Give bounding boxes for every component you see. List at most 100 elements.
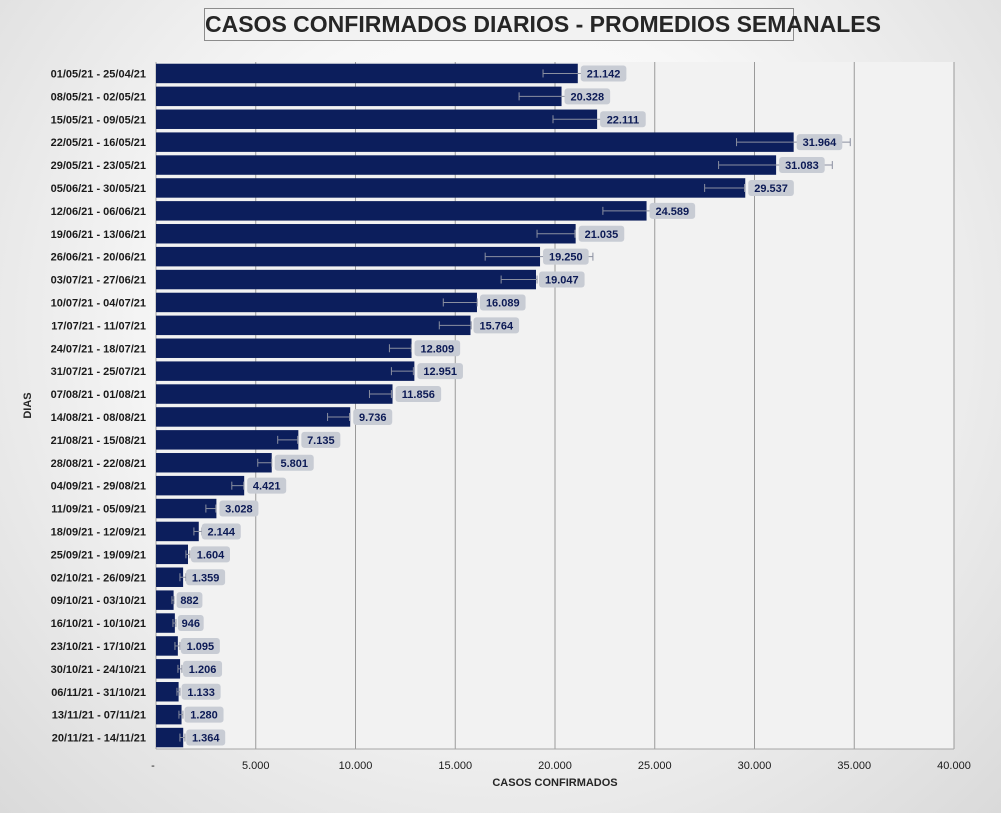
category-label: 30/10/21 - 24/10/21 xyxy=(51,664,146,676)
bar-21 xyxy=(156,544,188,565)
category-label: 07/08/21 - 01/08/21 xyxy=(51,389,146,401)
data-label: 1.206 xyxy=(189,664,217,676)
data-label-box xyxy=(417,363,463,380)
data-label: 12.809 xyxy=(421,343,455,355)
x-tick-label: 20.000 xyxy=(538,760,572,772)
data-label-box xyxy=(184,706,224,723)
data-label-box xyxy=(219,500,259,517)
data-label: 20.328 xyxy=(571,91,605,103)
x-tick-label: 15.000 xyxy=(438,760,472,772)
data-label: 5.801 xyxy=(280,458,308,470)
category-label: 26/06/21 - 20/06/21 xyxy=(51,252,146,264)
data-label-box xyxy=(748,179,794,196)
data-label: 21.035 xyxy=(585,229,619,241)
category-label: 15/05/21 - 09/05/21 xyxy=(51,114,146,126)
data-label: 1.095 xyxy=(187,641,215,653)
chart-title: CASOS CONFIRMADOS DIARIOS - PROMEDIOS SE… xyxy=(204,8,881,41)
data-label-box xyxy=(414,340,461,357)
data-label: 31.083 xyxy=(785,160,819,172)
data-label-box xyxy=(181,683,221,700)
category-label: 16/10/21 - 10/10/21 xyxy=(51,618,146,630)
bar-12 xyxy=(156,338,412,358)
x-axis-title: CASOS CONFIRMADOS xyxy=(492,777,617,789)
bar-18 xyxy=(156,475,245,496)
category-label: 01/05/21 - 25/04/21 xyxy=(51,68,146,80)
bar-15 xyxy=(156,407,351,427)
data-label-box xyxy=(186,729,226,746)
bar-20 xyxy=(156,521,199,542)
data-label-box xyxy=(649,202,696,219)
x-tick-label: 35.000 xyxy=(837,760,871,772)
bar-28 xyxy=(156,704,182,725)
data-label-box xyxy=(796,134,843,151)
x-tick-label: 40.000 xyxy=(937,760,971,772)
data-label: 19.250 xyxy=(549,252,583,264)
data-label: 12.951 xyxy=(423,366,457,378)
category-label: 21/08/21 - 15/08/21 xyxy=(51,435,146,447)
bar-13 xyxy=(156,361,415,381)
data-label: 15.764 xyxy=(479,320,514,332)
category-label: 19/06/21 - 13/06/21 xyxy=(51,229,146,241)
data-label-box xyxy=(580,65,627,82)
data-label: 1.133 xyxy=(187,687,215,699)
data-label-box xyxy=(274,454,314,471)
data-label-box xyxy=(301,431,341,448)
data-label: 3.028 xyxy=(225,504,253,516)
category-label: 02/10/21 - 26/09/21 xyxy=(51,572,146,584)
data-label: 19.047 xyxy=(545,275,579,287)
category-label: 05/06/21 - 30/05/21 xyxy=(51,183,146,195)
data-label-box xyxy=(473,317,520,334)
category-label: 06/11/21 - 31/10/21 xyxy=(51,687,146,699)
bar-17 xyxy=(156,453,272,473)
data-label-box xyxy=(538,271,585,288)
bar-11 xyxy=(156,315,471,336)
bar-0 xyxy=(156,63,578,84)
bar-26 xyxy=(156,659,181,679)
bar-6 xyxy=(156,201,647,221)
data-label-box xyxy=(578,225,625,242)
category-label: 10/07/21 - 04/07/21 xyxy=(51,297,146,309)
bar-23 xyxy=(156,590,174,610)
x-tick-label: 25.000 xyxy=(638,760,672,772)
x-tick-label: 10.000 xyxy=(339,760,373,772)
data-label-box xyxy=(186,569,226,586)
data-label-box xyxy=(564,88,611,105)
data-label-box xyxy=(177,615,204,632)
x-tick-label: - xyxy=(151,760,155,772)
data-label: 1.604 xyxy=(197,549,225,561)
data-label: 16.089 xyxy=(486,297,520,309)
data-label: 1.364 xyxy=(192,733,220,745)
bar-25 xyxy=(156,636,178,656)
category-label: 09/10/21 - 03/10/21 xyxy=(51,595,146,607)
data-label: 1.359 xyxy=(192,572,220,584)
category-label: 25/09/21 - 19/09/21 xyxy=(51,549,146,561)
bar-19 xyxy=(156,498,217,519)
category-label: 11/09/21 - 05/09/21 xyxy=(51,504,146,516)
data-label: 24.589 xyxy=(656,206,690,218)
bar-27 xyxy=(156,682,179,702)
x-tick-label: 5.000 xyxy=(242,760,270,772)
data-label-box xyxy=(183,660,223,677)
bar-29 xyxy=(156,727,184,748)
category-label: 12/06/21 - 06/06/21 xyxy=(51,206,146,218)
data-label: 1.280 xyxy=(190,710,218,722)
data-label-box xyxy=(180,637,220,654)
category-label: 14/08/21 - 08/08/21 xyxy=(51,412,146,424)
data-label: 4.421 xyxy=(253,481,281,493)
bar-10 xyxy=(156,292,477,313)
data-label: 882 xyxy=(180,595,198,607)
bar-5 xyxy=(156,178,746,198)
category-label: 08/05/21 - 02/05/21 xyxy=(51,91,146,103)
category-label: 29/05/21 - 23/05/21 xyxy=(51,160,146,172)
category-label: 03/07/21 - 27/06/21 xyxy=(51,275,146,287)
data-label-box xyxy=(479,294,526,311)
data-label-box xyxy=(190,546,230,563)
bar-4 xyxy=(156,155,777,175)
data-label: 21.142 xyxy=(587,68,621,80)
category-label: 23/10/21 - 17/10/21 xyxy=(51,641,146,653)
data-label-box xyxy=(395,386,442,403)
data-label: 22.111 xyxy=(607,114,639,126)
category-label: 04/09/21 - 29/08/21 xyxy=(51,481,146,493)
bar-14 xyxy=(156,384,393,404)
